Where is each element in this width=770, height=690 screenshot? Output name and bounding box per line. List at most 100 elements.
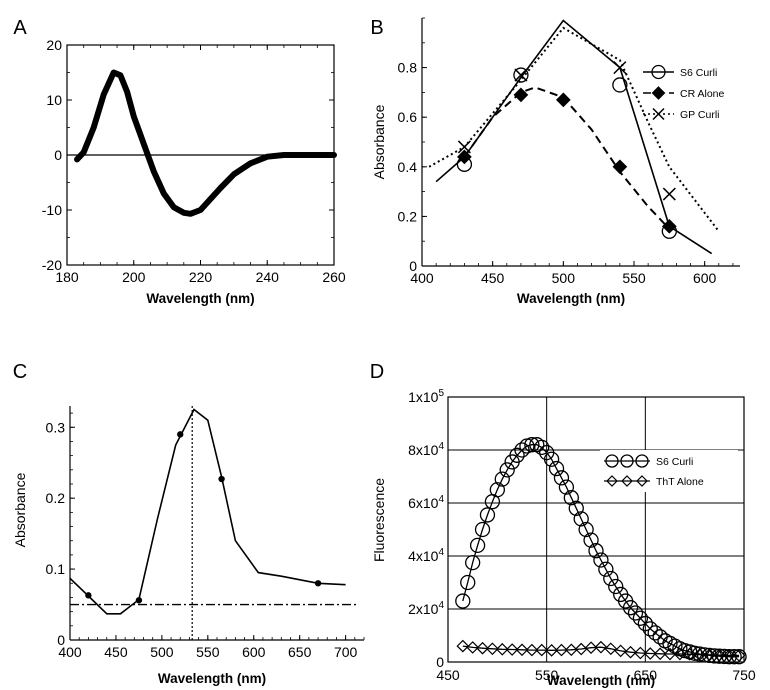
legend-marker	[606, 475, 618, 487]
y-tick-label: 0.8	[398, 60, 418, 76]
data-point	[558, 479, 575, 495]
legend-marker	[652, 107, 665, 121]
y-tick-label: 0.6	[398, 109, 418, 125]
x-tick-label: 750	[732, 667, 756, 683]
y-tick-label: 0	[409, 258, 417, 274]
data-point	[732, 649, 746, 662]
x-tick-label: 220	[189, 269, 213, 285]
y-tick-label: 0.4	[398, 159, 418, 175]
data-point	[494, 471, 510, 487]
panel-letter-c: C	[13, 361, 27, 383]
data-point	[683, 647, 697, 661]
panel-c: C 400 450 500 550 600 650 700 0 0.1 0.2 0.3 Waveleng…	[12, 361, 365, 686]
absorbance-line	[69, 408, 346, 615]
series-line-1	[462, 645, 740, 657]
x-tick-label: 500	[552, 270, 576, 286]
x-tick-label: 200	[122, 269, 146, 285]
x-tick-label: 450	[436, 667, 460, 683]
data-point	[632, 610, 649, 626]
y-tick-label: 0	[54, 147, 62, 163]
data-point	[218, 475, 225, 483]
data-point	[513, 87, 529, 103]
y-tick-mantissa: 2x10	[408, 601, 439, 617]
x-tick-label: 400	[58, 644, 82, 660]
series-line-2	[428, 26, 720, 232]
data-point	[555, 643, 568, 657]
data-point	[509, 447, 525, 463]
series-line-1	[463, 86, 671, 230]
legend-marker	[651, 86, 666, 100]
y-tick-label: -10	[42, 202, 62, 218]
data-point	[573, 511, 589, 527]
x-tick-label: 700	[334, 644, 358, 660]
data-point	[603, 570, 619, 587]
data-point	[505, 643, 519, 656]
data-point	[515, 643, 529, 657]
data-point	[465, 554, 481, 571]
cd-spectrum-line	[74, 69, 337, 217]
data-point	[499, 462, 515, 478]
y-tick-label: 6x104	[408, 494, 444, 511]
x-tick-label: 260	[322, 269, 346, 285]
data-point	[637, 615, 653, 632]
data-point	[553, 470, 570, 486]
data-point	[476, 641, 489, 655]
y-tick-label: 1x105	[408, 388, 444, 405]
data-point	[543, 451, 560, 467]
legend-marker	[636, 475, 648, 487]
data-point	[647, 625, 663, 641]
data-point	[703, 648, 716, 662]
legend-label: S6 Curli	[680, 67, 717, 79]
data-point	[598, 561, 614, 577]
y-axis-title: Absorbance	[371, 104, 387, 179]
y-tick-mantissa: 4x10	[408, 548, 439, 564]
data-point	[604, 642, 618, 656]
data-point	[578, 521, 594, 538]
data-point	[612, 159, 628, 175]
data-point	[584, 641, 598, 655]
data-point	[627, 605, 644, 621]
legend-marker	[635, 454, 649, 468]
plot-frame	[447, 396, 745, 663]
y-tick-label: -20	[42, 257, 62, 273]
data-point	[722, 649, 736, 662]
data-point	[608, 578, 624, 595]
data-point	[653, 647, 667, 661]
y-tick-label: 8x104	[408, 441, 444, 458]
y-tick-label: 0.3	[46, 419, 66, 435]
x-tick-label: 650	[634, 667, 658, 683]
data-point	[85, 592, 92, 599]
data-point	[612, 77, 628, 93]
data-point	[622, 600, 639, 616]
data-point	[534, 439, 550, 456]
data-point	[613, 61, 627, 75]
data-point	[135, 597, 143, 604]
data-point	[514, 442, 530, 458]
data-point	[614, 644, 628, 658]
y-axis-title: Fluorescence	[371, 478, 387, 562]
data-point	[642, 621, 658, 637]
legend-marker	[605, 454, 619, 468]
panel-letter-b: B	[370, 17, 383, 39]
data-point	[564, 643, 578, 657]
data-point	[460, 574, 476, 591]
data-point	[548, 460, 565, 477]
data-point	[524, 437, 540, 453]
data-point	[469, 537, 486, 554]
data-point	[568, 500, 584, 516]
x-tick-label: 180	[55, 269, 79, 285]
data-point	[662, 187, 676, 201]
legend-label: CR Alone	[680, 88, 725, 100]
data-point	[545, 643, 558, 657]
data-point	[594, 640, 608, 654]
panel-letter-d: D	[370, 361, 384, 383]
x-tick-label: 450	[104, 644, 128, 660]
legend-marker	[651, 64, 666, 80]
x-tick-label: 550	[196, 644, 220, 660]
data-point	[489, 482, 505, 498]
data-point	[474, 521, 491, 538]
data-point	[663, 647, 677, 661]
y-tick-label: 0	[436, 654, 444, 670]
x-tick-label: 500	[150, 644, 174, 660]
data-point	[535, 643, 549, 657]
